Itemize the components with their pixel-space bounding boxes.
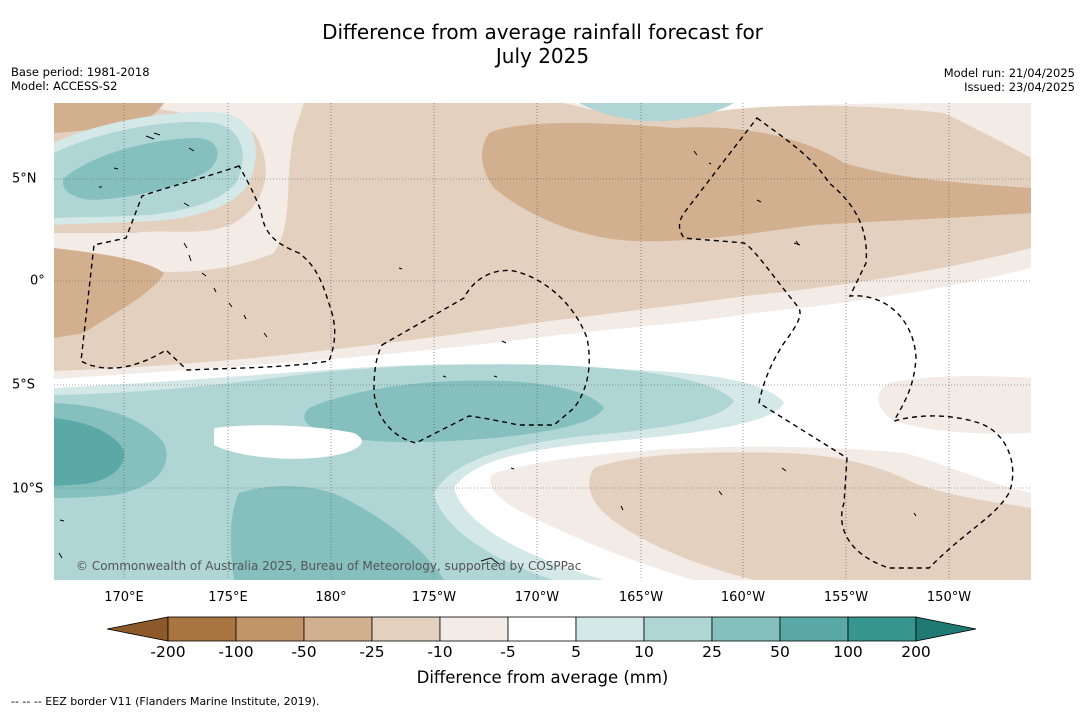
colorbar-bin-4 bbox=[371, 616, 441, 642]
lon-label-160w: 160°W bbox=[720, 590, 766, 605]
dry-region-west-equator bbox=[54, 248, 164, 338]
wet-region-southwest-core bbox=[54, 418, 125, 486]
meta-left: Base period: 1981-2018 Model: ACCESS-S2 bbox=[11, 65, 150, 93]
colorbar-tick: 10 bbox=[634, 643, 654, 661]
colorbar-bin-8 bbox=[643, 616, 713, 642]
lon-label-155w: 155°W bbox=[823, 590, 869, 605]
wet-region-south-core bbox=[304, 380, 604, 443]
model-run: Model run: 21/04/2025 bbox=[943, 66, 1075, 80]
colorbar-tick: -25 bbox=[359, 643, 385, 661]
colorbar-tick: -100 bbox=[218, 643, 254, 661]
map-copyright: © Commonwealth of Australia 2025, Bureau… bbox=[76, 559, 581, 573]
lon-label-165w: 165°W bbox=[618, 590, 664, 605]
dry-region-southeast bbox=[589, 452, 1031, 580]
lon-label-180: 180° bbox=[315, 590, 347, 605]
colorbar-bin-7 bbox=[575, 616, 645, 642]
lat-label-0: 0° bbox=[30, 273, 45, 289]
lat-label-5s: 5°S bbox=[12, 377, 36, 393]
lon-label-175w: 175°W bbox=[411, 590, 457, 605]
title-line-1: Difference from average rainfall forecas… bbox=[322, 20, 763, 44]
colorbar-bin-10 bbox=[779, 616, 849, 642]
rainfall-map: © Commonwealth of Australia 2025, Bureau… bbox=[54, 103, 1031, 580]
colorbar-tick: -200 bbox=[150, 643, 186, 661]
colorbar-tick: 5 bbox=[571, 643, 581, 661]
chart-title: Difference from average rainfall forecas… bbox=[0, 20, 1085, 68]
colorbar-arrow-right bbox=[915, 616, 977, 642]
colorbar-tick: 50 bbox=[770, 643, 790, 661]
colorbar-bin-2 bbox=[235, 616, 305, 642]
wet-region-south-lower bbox=[230, 486, 444, 580]
colorbar-tick: 200 bbox=[901, 643, 931, 661]
dry-region-nw-corner bbox=[54, 103, 164, 133]
colorbar-bin-5 bbox=[439, 616, 509, 642]
issued-date: Issued: 23/04/2025 bbox=[964, 80, 1075, 94]
colorbar-bin-9 bbox=[711, 616, 781, 642]
graticule bbox=[54, 103, 1031, 580]
colorbar-tick: -10 bbox=[427, 643, 453, 661]
colorbar-bin-6 bbox=[507, 616, 577, 642]
lon-label-170e: 170°E bbox=[104, 590, 144, 605]
lon-label-175e: 175°E bbox=[208, 590, 248, 605]
eez-footnote: -- -- -- EEZ border V11 (Flanders Marine… bbox=[11, 695, 320, 708]
colorbar-title: Difference from average (mm) bbox=[416, 668, 669, 687]
lon-label-150w: 150°W bbox=[926, 590, 972, 605]
lat-label-5n: 5°N bbox=[12, 171, 37, 187]
colorbar-tick: 100 bbox=[833, 643, 863, 661]
colorbar-tick: 25 bbox=[702, 643, 722, 661]
base-period: Base period: 1981-2018 bbox=[11, 65, 150, 79]
colorbar bbox=[107, 616, 977, 642]
colorbar-bin-3 bbox=[303, 616, 373, 642]
island-coastlines bbox=[58, 132, 917, 565]
wet-region-top-center bbox=[579, 103, 734, 122]
lon-label-170w: 170°W bbox=[514, 590, 560, 605]
colorbar-bin-1 bbox=[167, 616, 237, 642]
meta-right: Model run: 21/04/2025 Issued: 23/04/2025 bbox=[944, 66, 1075, 94]
colorbar-tick: -5 bbox=[500, 643, 516, 661]
lat-label-10s: 10°S bbox=[12, 481, 44, 497]
model-name: Model: ACCESS-S2 bbox=[11, 79, 118, 93]
colorbar-arrow-left bbox=[107, 616, 169, 642]
eez-borders bbox=[80, 117, 1014, 569]
white-gap-south bbox=[214, 425, 362, 459]
colorbar-tick: -50 bbox=[291, 643, 317, 661]
colorbar-bin-11 bbox=[847, 616, 917, 642]
dry-region-equator-darker bbox=[482, 123, 1031, 242]
title-line-2: July 2025 bbox=[495, 44, 590, 68]
wet-region-northwest-core bbox=[63, 138, 218, 200]
dry-region-east bbox=[878, 376, 1031, 434]
